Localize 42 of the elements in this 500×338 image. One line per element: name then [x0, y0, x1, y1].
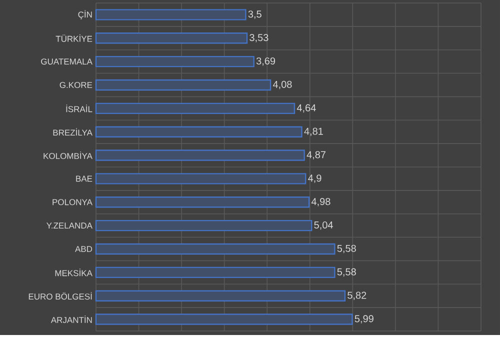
- data-label: 5,99: [354, 315, 374, 324]
- data-label: 3,5: [248, 10, 262, 19]
- y-tick-label: GUATEMALA: [41, 58, 92, 65]
- bar: [95, 102, 296, 114]
- y-tick-label: ARJANTİN: [50, 316, 92, 324]
- y-tick-label: BAE: [76, 176, 92, 182]
- bar: [95, 196, 310, 208]
- y-tick-label: Y.ZELANDA: [46, 222, 92, 229]
- bar: [95, 173, 306, 184]
- y-tick-label: ABD: [75, 246, 92, 252]
- data-label: 5,58: [337, 244, 356, 254]
- y-tick-label: KOLOMBİYA: [44, 152, 92, 160]
- y-tick-label: BREZİLYA: [53, 128, 92, 136]
- bar: [95, 79, 272, 91]
- y-tick-label: ÇİN: [78, 10, 92, 20]
- data-label: 4,08: [272, 80, 292, 90]
- data-label: 5,82: [348, 292, 366, 300]
- bar: [95, 220, 312, 232]
- bar: [95, 243, 336, 255]
- bar: [95, 56, 254, 68]
- y-tick-label: G.KORE: [60, 82, 92, 88]
- bar: [95, 9, 246, 20]
- y-tick-label: POLONYA: [52, 199, 92, 206]
- y-tick-label: İSRAİL: [66, 104, 92, 112]
- data-label: 5,04: [314, 222, 333, 230]
- data-label: 4,64: [296, 104, 316, 113]
- bar: [95, 150, 305, 161]
- data-label: 4,87: [306, 151, 326, 160]
- bar: [95, 290, 346, 302]
- bar: [95, 126, 302, 138]
- y-tick-label: EURO BÖLGESİ: [28, 292, 92, 300]
- bar: [95, 266, 336, 278]
- y-tick-label: MEKSİKA: [55, 268, 92, 276]
- data-label: 4,9: [308, 174, 322, 183]
- data-label: 4,81: [304, 128, 323, 136]
- data-label: 4,98: [311, 198, 330, 206]
- bar: [95, 314, 353, 325]
- y-tick-label: TÜRKİYE: [56, 34, 92, 42]
- data-label: 3,69: [256, 58, 276, 66]
- bar: [95, 32, 248, 44]
- data-label: 5,58: [337, 268, 356, 277]
- data-label: 3,53: [250, 34, 268, 42]
